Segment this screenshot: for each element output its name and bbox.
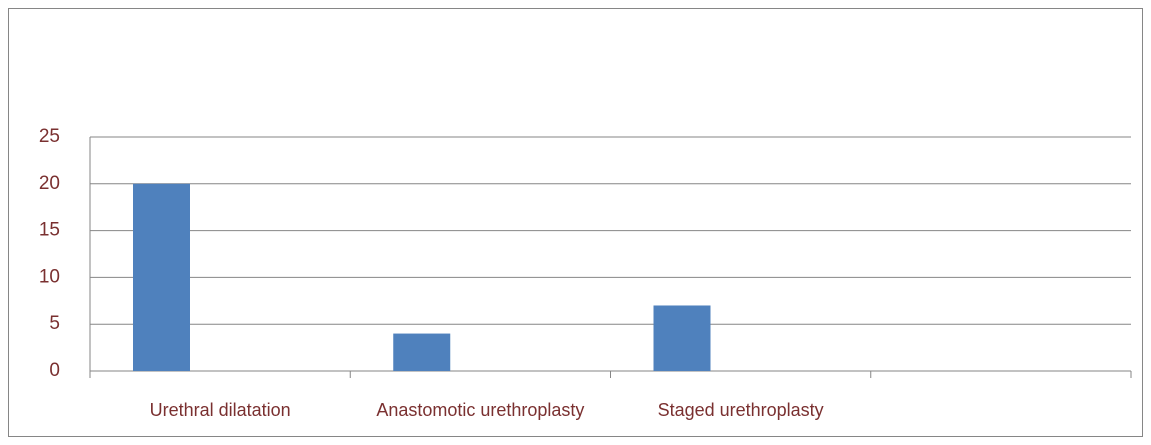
- y-tick-label: 0: [49, 360, 60, 381]
- x-tick-label: Urethral dilatation: [150, 400, 291, 420]
- x-tick-label: Anastomotic urethroplasty: [376, 400, 584, 420]
- x-tick-label: Staged urethroplasty: [658, 400, 824, 420]
- y-tick-label: 25: [39, 126, 60, 147]
- bar: [133, 183, 190, 371]
- bar: [393, 333, 451, 371]
- y-tick-label: 10: [39, 266, 60, 287]
- chart-border: [8, 8, 1143, 437]
- y-tick-label: 15: [39, 220, 60, 241]
- y-tick-label: 5: [49, 313, 60, 334]
- bar: [653, 305, 711, 371]
- y-tick-label: 20: [39, 173, 60, 194]
